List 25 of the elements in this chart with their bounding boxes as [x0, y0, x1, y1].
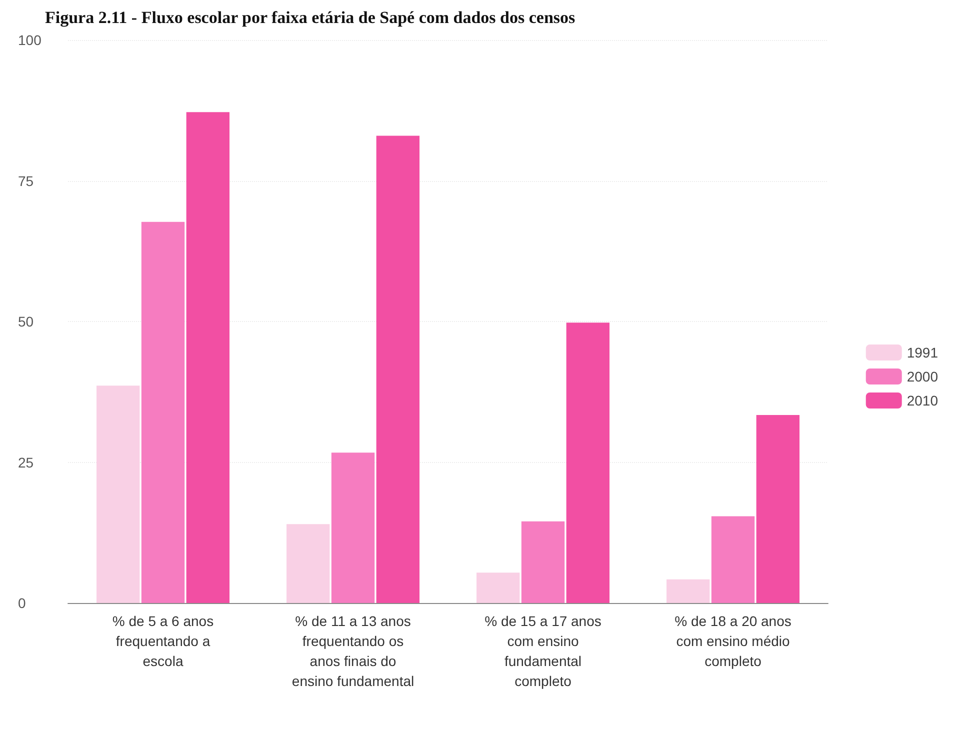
y-tick-label: 100 [18, 32, 42, 48]
x-tick-label: % de 11 a 13 anos frequentando os anos finais do ensino fundamental [292, 613, 414, 689]
bar [566, 322, 610, 603]
bar [666, 579, 710, 603]
y-tick-label: 50 [18, 314, 34, 330]
bar [476, 572, 520, 603]
x-tick-label: % de 15 a 17 anos com ensino fundamental completo [484, 613, 602, 689]
bar [711, 516, 755, 603]
y-tick-label: 25 [18, 454, 34, 470]
bar [756, 414, 800, 603]
bar [286, 524, 330, 603]
bar [521, 521, 565, 603]
x-tick-label: % de 5 a 6 anos frequentando a escola [112, 613, 214, 669]
bar [96, 386, 140, 603]
bar [186, 112, 230, 603]
bar [331, 452, 375, 603]
x-tick-label: % de 18 a 20 anos com ensino médio completo [674, 613, 792, 669]
legend-label: 2010 [906, 392, 938, 408]
chart-title: Figura 2.11 - Fluxo escolar por faixa etária de Sapé com dados dos censos [45, 8, 576, 27]
legend-label: 2000 [906, 368, 938, 384]
bar [376, 136, 420, 603]
y-tick-label: 75 [18, 172, 34, 189]
bar [141, 222, 185, 603]
legend-label: 1991 [906, 344, 938, 360]
y-tick-label: 0 [18, 595, 26, 611]
